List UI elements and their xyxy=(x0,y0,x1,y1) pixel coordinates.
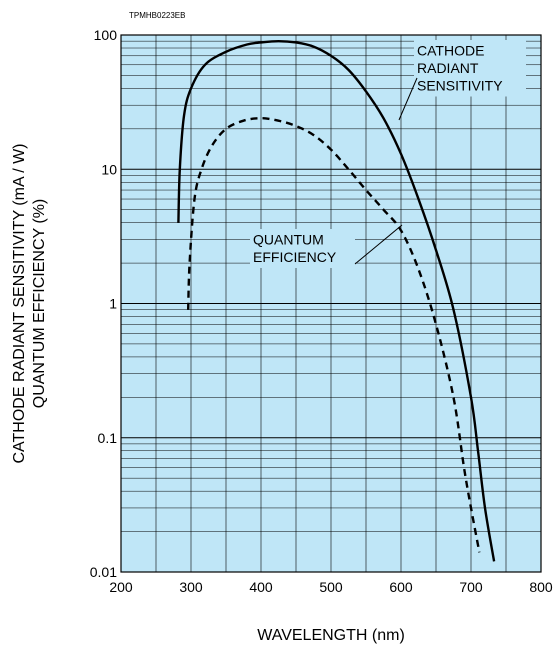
legend-label-line: SENSITIVITY xyxy=(417,78,503,94)
x-tick-label: 600 xyxy=(389,579,413,595)
figure-code: TPMHB0223EB xyxy=(129,11,185,20)
x-tick-label: 400 xyxy=(249,579,273,595)
legend-label-line: EFFICIENCY xyxy=(253,249,337,265)
y-tick-label: 10 xyxy=(101,161,117,177)
x-tick-label: 300 xyxy=(179,579,203,595)
legend-label-line: RADIANT xyxy=(417,60,479,76)
x-tick-label: 500 xyxy=(319,579,343,595)
y-tick-label: 1 xyxy=(109,296,117,312)
legend-box xyxy=(414,40,526,97)
y-tick-label: 100 xyxy=(94,27,118,43)
series-line-cathode-radiant-sensitivity xyxy=(177,39,496,562)
x-axis-label: WAVELENGTH (nm) xyxy=(257,627,405,644)
leader-line xyxy=(398,77,418,121)
legend-label-line: QUANTUM xyxy=(253,232,324,248)
leader-line xyxy=(354,224,403,265)
legend-label-line: CATHODE xyxy=(417,43,484,59)
series-layer xyxy=(177,39,496,562)
x-tick-label: 800 xyxy=(529,579,553,595)
y-axis-label-line-2: QUANTUM EFFICIENCY (%) xyxy=(31,199,48,408)
y-axis-label-line-1: CATHODE RADIANT SENSITIVITY (mA / W) xyxy=(11,143,28,463)
x-tick-label: 700 xyxy=(459,579,483,595)
series-line-quantum-efficiency xyxy=(187,117,481,553)
y-tick-label: 0.1 xyxy=(98,430,118,446)
tick-labels: 200 300 400 500 600 700 800 0.01 0.1 1 10 100 xyxy=(90,27,553,595)
legend-box xyxy=(250,229,355,268)
x-tick-label: 200 xyxy=(109,579,133,595)
plot-frame xyxy=(120,34,542,573)
y-tick-label: 0.01 xyxy=(90,564,117,580)
